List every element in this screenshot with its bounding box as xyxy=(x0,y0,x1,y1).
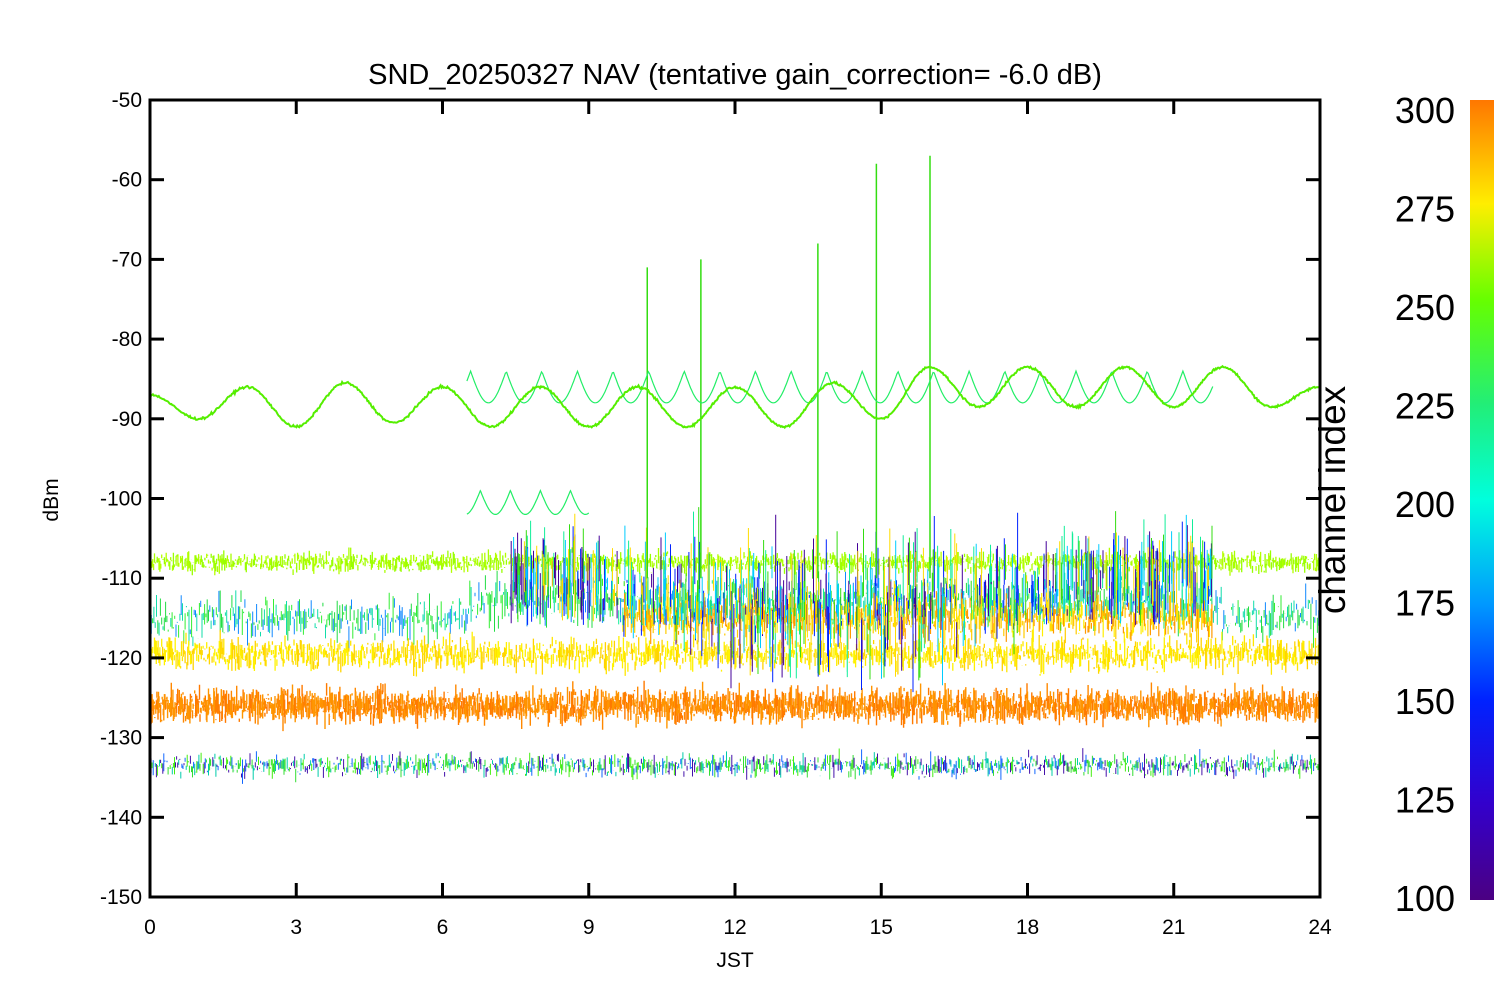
low-fringe-band-trace xyxy=(154,751,1311,780)
x-tick-label: 6 xyxy=(437,916,449,939)
chart-title: SND_20250327 NAV (tentative gain_correct… xyxy=(368,59,1102,91)
colorbar-tick-label: 275 xyxy=(1395,189,1455,230)
x-tick-label: 0 xyxy=(144,916,156,939)
colorbar-tick-label: 125 xyxy=(1395,780,1455,821)
y-tick-label: -150 xyxy=(100,886,142,909)
y-tick-label: -50 xyxy=(112,89,142,112)
x-tick-label: 15 xyxy=(870,916,893,939)
colorbar-tick-label: 200 xyxy=(1395,484,1455,525)
x-tick-label: 9 xyxy=(583,916,595,939)
series-line xyxy=(150,364,1320,430)
colorbar-tick-label: 150 xyxy=(1395,681,1455,722)
low-fringe-band xyxy=(150,748,1320,784)
colorbar-ticks: 300 275 250 225 200 175 150 125 100 xyxy=(1395,90,1455,919)
colorbar-tick-label: 225 xyxy=(1395,386,1455,427)
y-tick-label: -80 xyxy=(112,328,142,351)
low-fringe-band-trace xyxy=(167,749,1320,783)
secondary-oscillation-group xyxy=(466,369,1214,515)
colorbar-tick-label: 100 xyxy=(1395,878,1455,919)
colorbar-tick-label: 250 xyxy=(1395,287,1455,328)
y-tick-label: -140 xyxy=(100,806,142,829)
y-tick-label: -100 xyxy=(100,488,142,511)
axes-layer: 0 3 6 9 12 15 18 21 24 -50 -60 -70 -80 -90 -100 -110 -12… xyxy=(100,89,1332,939)
colorbar xyxy=(1470,100,1494,900)
y-tick-label: -120 xyxy=(100,647,142,670)
secondary-oscillation-trace xyxy=(466,369,1214,404)
x-tick-label: 24 xyxy=(1308,916,1332,939)
spike-group xyxy=(510,507,1213,693)
x-tick-label: 21 xyxy=(1162,916,1185,939)
y-tick-label: -60 xyxy=(112,169,142,192)
plot-data-layer xyxy=(150,155,1320,784)
x-tick-label: 18 xyxy=(1016,916,1039,939)
y-tick-label: -130 xyxy=(100,727,142,750)
colorbar-label: channel index xyxy=(1312,385,1353,614)
secondary-oscillation-trace xyxy=(466,489,590,515)
noise-floor-band xyxy=(150,680,1320,732)
spike-trace xyxy=(523,513,1209,677)
colorbar-tick-label: 175 xyxy=(1395,583,1455,624)
yellow-band xyxy=(150,628,1320,677)
yellow-band-trace xyxy=(150,632,1320,677)
low-fringe-band-trace xyxy=(151,748,1316,780)
low-fringe-band-trace xyxy=(152,749,1315,784)
low-fringe-band-trace xyxy=(150,748,1317,780)
y-tick-label: -110 xyxy=(102,567,142,590)
y-tick-label: -90 xyxy=(112,408,142,431)
y-tick-label: -70 xyxy=(112,248,142,271)
y-axis-label: dBm xyxy=(40,478,63,521)
x-tick-label: 3 xyxy=(290,916,302,939)
x-axis-label: JST xyxy=(716,949,754,972)
colorbar-tick-label: 300 xyxy=(1395,90,1455,131)
x-tick-label: 12 xyxy=(723,916,746,939)
daytime-band-trace xyxy=(624,588,1212,646)
